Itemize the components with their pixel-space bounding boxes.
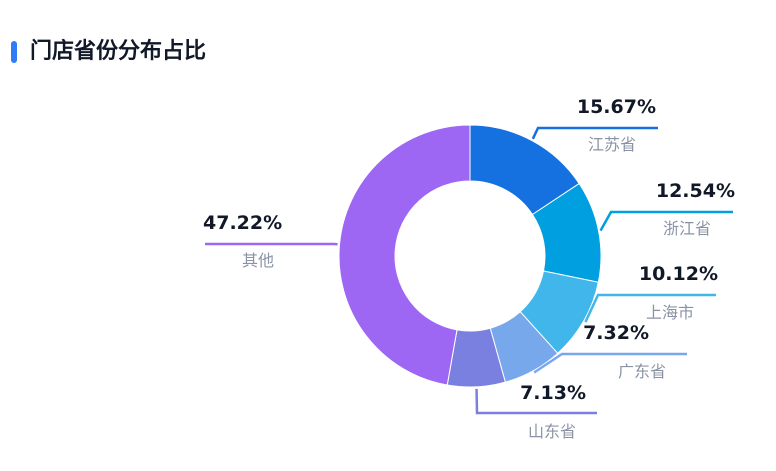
data-label-value-1: 15.67% <box>577 96 656 118</box>
data-label-category-3: 上海市 <box>646 303 694 322</box>
leader-line-4 <box>533 352 687 374</box>
data-label-value-4: 7.32% <box>583 322 649 344</box>
donut-slices <box>338 124 602 388</box>
chart-title: 门店省份分布占比 <box>30 39 207 64</box>
data-label-category-4: 广东省 <box>618 362 666 381</box>
leader-line-5 <box>475 388 597 415</box>
title-accent-bar <box>11 41 17 63</box>
data-label-category-2: 浙江省 <box>663 219 711 238</box>
data-label-value-3: 10.12% <box>639 263 718 285</box>
leader-line-2 <box>599 210 733 232</box>
leader-line-1 <box>531 126 658 140</box>
slice-6[interactable] <box>338 124 471 386</box>
data-label-category-6: 其他 <box>242 251 274 270</box>
data-label-category-5: 山东省 <box>528 422 576 441</box>
data-label-value-6: 47.22% <box>203 212 282 234</box>
donut-leader-lines <box>205 126 733 415</box>
data-label-value-2: 12.54% <box>656 180 735 202</box>
leader-line-3 <box>584 293 716 323</box>
data-label-category-1: 江苏省 <box>588 135 636 154</box>
data-label-value-5: 7.13% <box>520 382 586 404</box>
